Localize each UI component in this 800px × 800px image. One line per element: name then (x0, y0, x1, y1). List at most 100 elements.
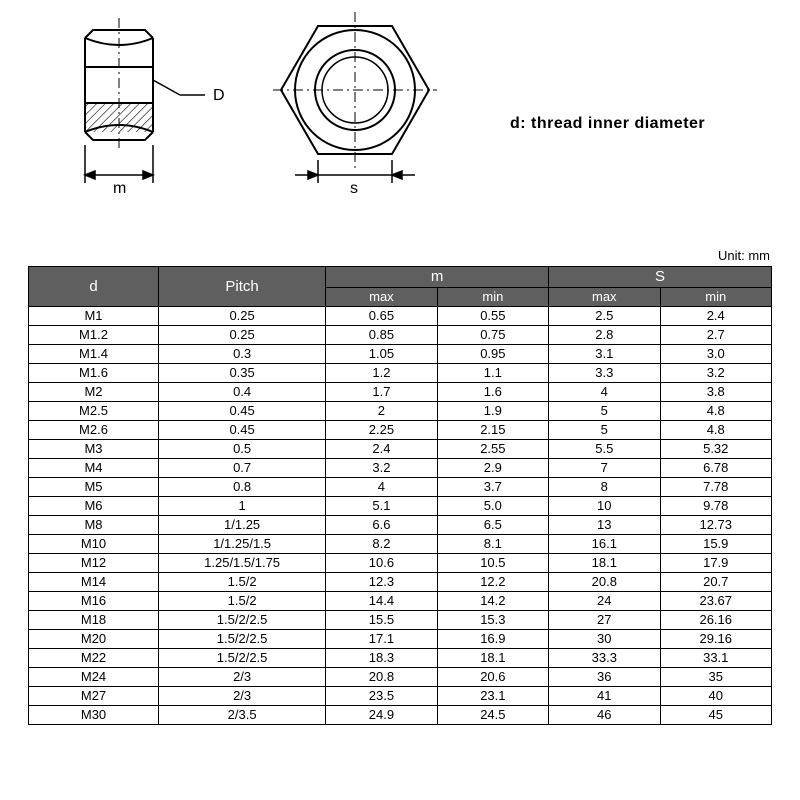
table-cell: 46 (549, 706, 660, 725)
table-cell: 1.7 (326, 383, 437, 402)
table-cell: 12.73 (660, 516, 772, 535)
table-row: M1.60.351.21.13.33.2 (29, 364, 772, 383)
table-cell: 36 (549, 668, 660, 687)
table-cell: 33.3 (549, 649, 660, 668)
table-row: M30.52.42.555.55.32 (29, 440, 772, 459)
table-cell: 17.9 (660, 554, 772, 573)
table-cell: 20.6 (437, 668, 548, 687)
table-cell: 41 (549, 687, 660, 706)
table-cell: 2 (326, 402, 437, 421)
table-cell: 0.45 (159, 402, 326, 421)
table-cell: M2.5 (29, 402, 159, 421)
table-cell: 1.5/2 (159, 573, 326, 592)
table-cell: 2.4 (660, 307, 772, 326)
label-D: D (213, 87, 225, 104)
table-row: M2.50.4521.954.8 (29, 402, 772, 421)
table-cell: 12.3 (326, 573, 437, 592)
table-cell: M4 (29, 459, 159, 478)
table-row: M272/323.523.14140 (29, 687, 772, 706)
table-row: M1.40.31.050.953.13.0 (29, 345, 772, 364)
table-cell: 18.1 (437, 649, 548, 668)
table-cell: 15.9 (660, 535, 772, 554)
table-cell: 4 (326, 478, 437, 497)
table-cell: 1/1.25 (159, 516, 326, 535)
table-body: M10.250.650.552.52.4M1.20.250.850.752.82… (29, 307, 772, 725)
table-cell: M6 (29, 497, 159, 516)
table-cell: 3.3 (549, 364, 660, 383)
table-cell: 30 (549, 630, 660, 649)
table-cell: 23.1 (437, 687, 548, 706)
table-cell: 4.8 (660, 402, 772, 421)
table-cell: 0.65 (326, 307, 437, 326)
table-cell: M10 (29, 535, 159, 554)
table-cell: 0.55 (437, 307, 548, 326)
table-cell: 0.35 (159, 364, 326, 383)
table-cell: 24.5 (437, 706, 548, 725)
table-cell: 1.1 (437, 364, 548, 383)
label-s: s (350, 180, 358, 197)
unit-label: Unit: mm (718, 248, 770, 263)
col-m-max: max (326, 288, 437, 307)
table-cell: 8 (549, 478, 660, 497)
table-cell: 0.5 (159, 440, 326, 459)
table-row: M40.73.22.976.78 (29, 459, 772, 478)
table-cell: 29.16 (660, 630, 772, 649)
col-m: m (326, 267, 549, 288)
table-row: M50.843.787.78 (29, 478, 772, 497)
table-cell: 1.5/2 (159, 592, 326, 611)
table-cell: 3.1 (549, 345, 660, 364)
table-cell: 0.7 (159, 459, 326, 478)
table-cell: M14 (29, 573, 159, 592)
table-cell: 3.2 (660, 364, 772, 383)
table-cell: M8 (29, 516, 159, 535)
table-cell: 6.5 (437, 516, 548, 535)
table-cell: 14.2 (437, 592, 548, 611)
col-m-min: min (437, 288, 548, 307)
table-cell: M3 (29, 440, 159, 459)
table-row: M1.20.250.850.752.82.7 (29, 326, 772, 345)
col-S-max: max (549, 288, 660, 307)
table-cell: 18.3 (326, 649, 437, 668)
table-cell: 1 (159, 497, 326, 516)
table-cell: 0.8 (159, 478, 326, 497)
nut-size-table: d Pitch m S max min max min M10.250.650.… (28, 266, 772, 725)
table-cell: 5 (549, 402, 660, 421)
table-cell: 20.8 (549, 573, 660, 592)
table-cell: 0.85 (326, 326, 437, 345)
table-cell: 15.5 (326, 611, 437, 630)
table-cell: 24.9 (326, 706, 437, 725)
table-cell: 7.78 (660, 478, 772, 497)
table-header-row1: d Pitch m S (29, 267, 772, 288)
table-cell: 3.2 (326, 459, 437, 478)
table-row: M181.5/2/2.515.515.32726.16 (29, 611, 772, 630)
table-cell: 1.5/2/2.5 (159, 630, 326, 649)
table-cell: M27 (29, 687, 159, 706)
table-cell: M18 (29, 611, 159, 630)
table-cell: 17.1 (326, 630, 437, 649)
table-cell: 2.9 (437, 459, 548, 478)
table-cell: M2.6 (29, 421, 159, 440)
table-cell: 0.4 (159, 383, 326, 402)
table-cell: M5 (29, 478, 159, 497)
col-d: d (29, 267, 159, 307)
table-cell: 2.7 (660, 326, 772, 345)
table-cell: 20.7 (660, 573, 772, 592)
table-cell: 0.25 (159, 307, 326, 326)
table-cell: 1.5/2/2.5 (159, 611, 326, 630)
table-cell: 5.0 (437, 497, 548, 516)
table-row: M615.15.0109.78 (29, 497, 772, 516)
table-cell: 24 (549, 592, 660, 611)
table-cell: M1.2 (29, 326, 159, 345)
table-cell: 10.6 (326, 554, 437, 573)
table-cell: 35 (660, 668, 772, 687)
table-cell: 5.1 (326, 497, 437, 516)
table-row: M242/320.820.63635 (29, 668, 772, 687)
table-cell: 14.4 (326, 592, 437, 611)
table-cell: 23.5 (326, 687, 437, 706)
table-cell: 2/3.5 (159, 706, 326, 725)
table-cell: 2/3 (159, 668, 326, 687)
table-cell: 0.75 (437, 326, 548, 345)
table-cell: 4.8 (660, 421, 772, 440)
table-cell: 15.3 (437, 611, 548, 630)
table-cell: 1.05 (326, 345, 437, 364)
